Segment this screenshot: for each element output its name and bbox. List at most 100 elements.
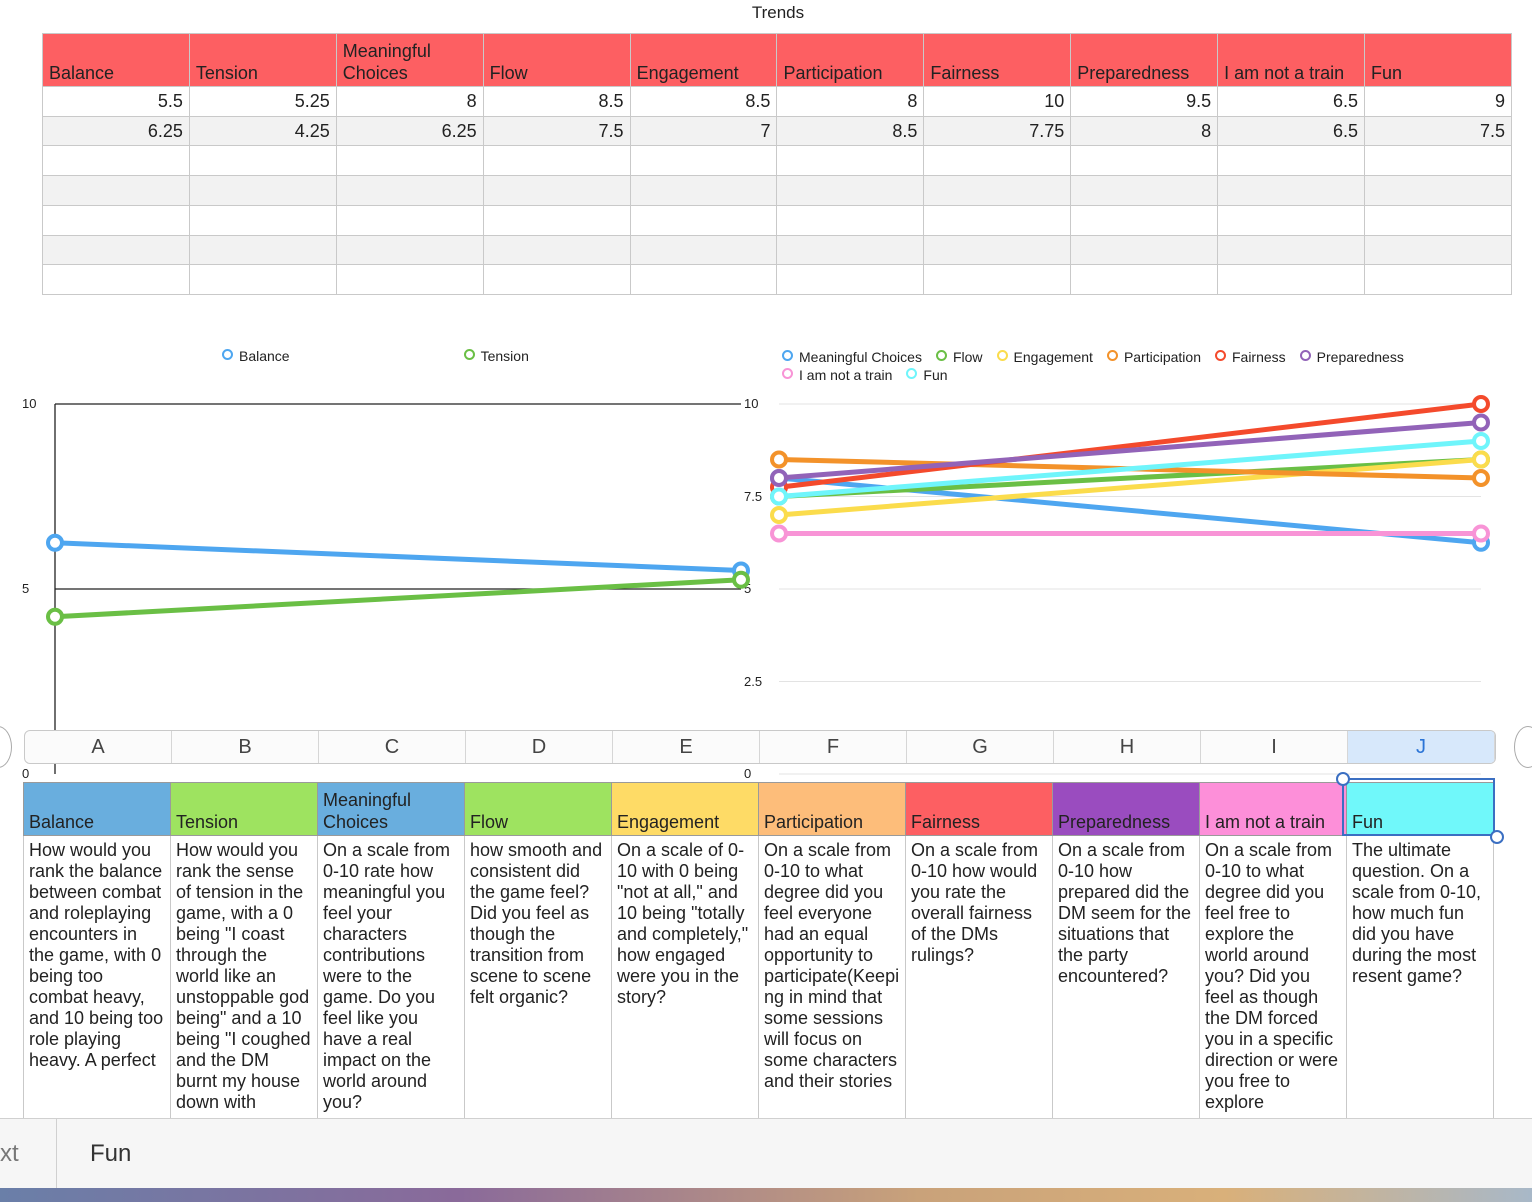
trend-cell[interactable] xyxy=(1070,145,1219,177)
question-cell[interactable]: How would you rank the sense of tension … xyxy=(170,835,318,1121)
trend-cell[interactable] xyxy=(1070,175,1219,206)
question-header-cell[interactable]: Tension xyxy=(170,782,318,836)
column-header-h[interactable]: H xyxy=(1054,731,1201,763)
trend-cell[interactable]: 7 xyxy=(629,115,778,147)
trend-cell[interactable] xyxy=(923,234,1072,266)
trend-cell[interactable] xyxy=(1364,175,1512,206)
trend-cell[interactable] xyxy=(1364,145,1512,177)
trend-cell[interactable]: 8.5 xyxy=(776,115,925,147)
column-header-f[interactable]: F xyxy=(760,731,907,763)
legend-item[interactable]: Participation xyxy=(1106,348,1201,366)
trend-cell[interactable]: 6.25 xyxy=(42,115,190,147)
trend-cell[interactable] xyxy=(42,145,190,177)
question-header-cell[interactable]: I am not a train xyxy=(1199,782,1347,836)
trend-cell[interactable]: 10 xyxy=(923,86,1072,117)
trend-cell[interactable] xyxy=(42,234,190,266)
legend-item[interactable]: Engagement xyxy=(996,348,1093,366)
trend-cell[interactable] xyxy=(1364,204,1512,236)
trend-cell[interactable] xyxy=(629,204,778,236)
question-header-cell[interactable]: Participation xyxy=(758,782,906,836)
trend-cell[interactable] xyxy=(42,175,190,206)
column-header-c[interactable]: C xyxy=(319,731,466,763)
trend-cell[interactable] xyxy=(1217,175,1366,206)
selected-cell-outline[interactable] xyxy=(1342,778,1495,836)
question-header-cell[interactable]: Engagement xyxy=(611,782,759,836)
trend-cell[interactable] xyxy=(776,145,925,177)
legend-item[interactable]: Flow xyxy=(935,348,983,366)
legend-item[interactable]: Balance xyxy=(222,348,290,364)
column-header-i[interactable]: I xyxy=(1201,731,1348,763)
question-cell[interactable]: how smooth and consistent did the game f… xyxy=(464,835,612,1121)
column-header-j[interactable]: J xyxy=(1348,731,1495,763)
trend-cell[interactable]: 4.25 xyxy=(188,115,337,147)
trend-cell[interactable]: 7.75 xyxy=(923,115,1072,147)
question-cell[interactable]: On a scale from 0-10 to what degree did … xyxy=(758,835,906,1121)
trend-cell[interactable] xyxy=(629,234,778,266)
trend-cell[interactable] xyxy=(482,175,631,206)
trend-cell[interactable] xyxy=(335,204,484,236)
trend-cell[interactable]: 9.5 xyxy=(1070,86,1219,117)
question-cell[interactable]: On a scale of 0-10 with 0 being "not at … xyxy=(611,835,759,1121)
trend-cell[interactable]: 7.5 xyxy=(482,115,631,147)
trend-cell[interactable] xyxy=(1070,204,1219,236)
trend-cell[interactable]: 5.5 xyxy=(42,86,190,117)
question-cell[interactable]: On a scale from 0-10 how would you rate … xyxy=(905,835,1053,1121)
trend-cell[interactable] xyxy=(1217,204,1366,236)
trend-cell[interactable] xyxy=(42,264,190,295)
legend-item[interactable]: Tension xyxy=(463,348,529,364)
question-cell[interactable]: On a scale from 0-10 how prepared did th… xyxy=(1052,835,1200,1121)
trend-cell[interactable] xyxy=(188,175,337,206)
trend-cell[interactable] xyxy=(923,145,1072,177)
trend-cell[interactable] xyxy=(482,264,631,295)
trend-header-cell[interactable]: Preparedness xyxy=(1070,33,1219,87)
trend-cell[interactable]: 8 xyxy=(776,86,925,117)
trend-cell[interactable] xyxy=(1217,234,1366,266)
trend-header-cell[interactable]: Fun xyxy=(1364,33,1512,87)
trend-cell[interactable]: 6.5 xyxy=(1217,86,1366,117)
selection-handle-bottom[interactable] xyxy=(1490,830,1504,844)
question-header-cell[interactable]: Meaningful Choices xyxy=(317,782,465,836)
trend-cell[interactable] xyxy=(188,234,337,266)
question-header-cell[interactable]: Balance xyxy=(23,782,171,836)
legend-item[interactable]: I am not a train xyxy=(782,366,892,384)
trend-header-cell[interactable]: I am not a train xyxy=(1217,33,1366,87)
sidebar-text-button[interactable]: xt xyxy=(0,1119,57,1189)
trend-cell[interactable]: 8.5 xyxy=(629,86,778,117)
trend-cell[interactable] xyxy=(776,175,925,206)
trend-cell[interactable]: 6.5 xyxy=(1217,115,1366,147)
trend-cell[interactable] xyxy=(776,264,925,295)
column-header-d[interactable]: D xyxy=(466,731,613,763)
question-cell[interactable]: How would you rank the balance between c… xyxy=(23,835,171,1121)
trend-cell[interactable] xyxy=(188,204,337,236)
trend-cell[interactable] xyxy=(335,175,484,206)
trend-cell[interactable] xyxy=(335,234,484,266)
trend-cell[interactable] xyxy=(482,145,631,177)
column-header-g[interactable]: G xyxy=(907,731,1054,763)
legend-item[interactable]: Meaningful Choices xyxy=(782,348,922,366)
trend-header-cell[interactable]: Meaningful Choices xyxy=(335,33,484,87)
trend-cell[interactable]: 9 xyxy=(1364,86,1512,117)
trend-cell[interactable] xyxy=(776,204,925,236)
column-header-b[interactable]: B xyxy=(172,731,319,763)
trend-cell[interactable] xyxy=(1217,145,1366,177)
selection-handle-top[interactable] xyxy=(1336,772,1350,786)
trend-cell[interactable] xyxy=(1217,264,1366,295)
trend-cell[interactable] xyxy=(923,264,1072,295)
trend-cell[interactable]: 8 xyxy=(1070,115,1219,147)
question-header-cell[interactable]: Fairness xyxy=(905,782,1053,836)
trend-cell[interactable] xyxy=(923,175,1072,206)
question-cell[interactable]: The ultimate question. On a scale from 0… xyxy=(1346,835,1494,1121)
trend-cell[interactable] xyxy=(1364,234,1512,266)
trend-cell[interactable] xyxy=(42,204,190,236)
question-cell[interactable]: On a scale from 0-10 to what degree did … xyxy=(1199,835,1347,1121)
cell-content-display[interactable]: Fun xyxy=(90,1140,132,1167)
trend-cell[interactable] xyxy=(1070,264,1219,295)
trend-header-cell[interactable]: Participation xyxy=(776,33,925,87)
trend-cell[interactable] xyxy=(629,175,778,206)
column-header-a[interactable]: A xyxy=(25,731,172,763)
question-cell[interactable]: On a scale from 0-10 rate how meaningful… xyxy=(317,835,465,1121)
legend-item[interactable]: Fairness xyxy=(1214,348,1286,366)
trend-header-cell[interactable]: Engagement xyxy=(629,33,778,87)
legend-item[interactable]: Preparedness xyxy=(1299,348,1404,366)
trend-cell[interactable] xyxy=(629,145,778,177)
